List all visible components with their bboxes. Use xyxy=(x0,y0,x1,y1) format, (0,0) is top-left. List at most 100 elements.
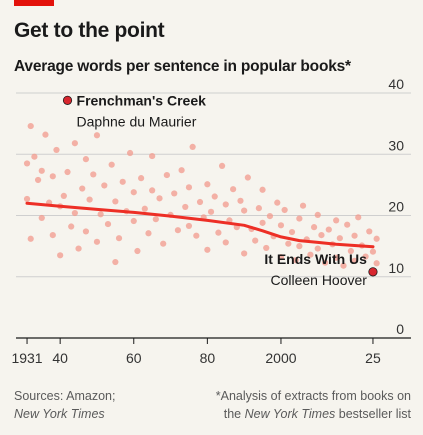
data-point xyxy=(171,190,178,197)
data-point xyxy=(292,257,299,264)
data-point xyxy=(82,228,90,235)
data-point xyxy=(241,250,248,257)
data-point xyxy=(204,246,211,253)
x-tick-label: 40 xyxy=(52,350,68,366)
data-point xyxy=(160,240,167,247)
data-point xyxy=(299,202,307,209)
data-point xyxy=(355,214,362,221)
data-point xyxy=(60,192,67,199)
data-point xyxy=(112,258,119,266)
highlight-point-1 xyxy=(62,95,73,105)
data-point xyxy=(325,226,332,233)
note-text-pre: the xyxy=(223,407,245,421)
data-point xyxy=(230,186,237,193)
data-point xyxy=(108,161,115,168)
data-points xyxy=(23,122,380,269)
x-axis-labels: 1931 40 60 80 2000 25 xyxy=(11,338,381,366)
data-point xyxy=(296,243,303,250)
highlight-author: Daphne du Maurier xyxy=(77,113,197,129)
data-point xyxy=(27,122,34,130)
data-point xyxy=(259,219,266,226)
data-point xyxy=(366,228,373,235)
data-point xyxy=(97,211,104,218)
data-point xyxy=(112,198,119,205)
methodology-note: *Analysis of extracts from books on the … xyxy=(216,387,411,423)
y-tick-label: 10 xyxy=(388,260,404,276)
data-point xyxy=(333,254,340,261)
data-point xyxy=(145,230,152,237)
data-point xyxy=(263,244,270,252)
data-point xyxy=(71,209,78,217)
x-tick-label: 60 xyxy=(126,350,142,366)
data-point xyxy=(156,195,163,202)
data-point xyxy=(71,140,78,147)
data-point xyxy=(277,254,285,261)
data-point xyxy=(64,168,71,176)
data-point xyxy=(347,247,354,255)
y-tick-label: 0 xyxy=(396,321,404,337)
data-point xyxy=(274,199,281,206)
data-point xyxy=(53,146,60,154)
data-point xyxy=(49,173,56,180)
data-point xyxy=(333,217,340,224)
data-point xyxy=(222,239,229,246)
highlight-point-2 xyxy=(368,267,378,277)
y-tick-label: 20 xyxy=(388,199,404,215)
data-point xyxy=(314,245,321,252)
data-point xyxy=(218,162,226,169)
data-point xyxy=(86,196,93,203)
note-text-post: bestseller list xyxy=(335,407,411,421)
data-point xyxy=(252,237,259,244)
data-point xyxy=(211,193,218,200)
data-point xyxy=(373,260,380,267)
brand-accent-bar xyxy=(14,0,54,6)
data-point xyxy=(344,221,351,228)
data-point xyxy=(207,208,215,215)
highlighted-books: Frenchman's Creek Daphne du Maurier It End… xyxy=(62,92,378,288)
data-point xyxy=(336,235,343,242)
data-point xyxy=(104,220,112,228)
data-point xyxy=(27,235,34,242)
data-point xyxy=(31,153,38,160)
data-point xyxy=(93,238,101,245)
data-point xyxy=(340,262,347,269)
data-point xyxy=(138,175,145,182)
data-point xyxy=(178,167,185,174)
data-point xyxy=(296,215,303,222)
data-point xyxy=(75,245,82,252)
data-point xyxy=(259,186,266,193)
note-line-1: *Analysis of extracts from books on xyxy=(215,389,411,403)
data-point xyxy=(38,214,45,222)
data-point xyxy=(79,185,86,192)
data-point xyxy=(174,227,182,234)
data-point xyxy=(266,213,274,220)
data-point xyxy=(237,197,244,204)
data-point xyxy=(68,223,75,230)
data-point xyxy=(362,253,369,260)
y-tick-label: 40 xyxy=(388,76,404,92)
data-point xyxy=(23,195,31,203)
data-point xyxy=(115,235,123,242)
data-point xyxy=(130,189,137,196)
chart-subtitle: Average words per sentence in popular bo… xyxy=(14,58,351,75)
x-tick-label: 25 xyxy=(365,350,381,366)
data-point xyxy=(351,257,358,264)
data-point xyxy=(285,240,292,247)
data-point xyxy=(196,198,204,206)
data-point xyxy=(215,229,222,236)
data-point xyxy=(23,160,31,167)
data-point xyxy=(288,228,296,236)
data-point xyxy=(119,178,126,185)
data-point xyxy=(163,171,170,179)
highlight-author: Colleen Hoover xyxy=(270,272,367,288)
x-tick-label: 80 xyxy=(200,350,216,366)
data-point xyxy=(134,247,141,255)
x-tick-label: 2000 xyxy=(265,350,296,366)
data-point xyxy=(193,232,200,239)
data-point xyxy=(241,207,248,214)
data-point xyxy=(189,143,196,150)
data-point xyxy=(318,232,325,239)
data-point xyxy=(204,181,211,188)
